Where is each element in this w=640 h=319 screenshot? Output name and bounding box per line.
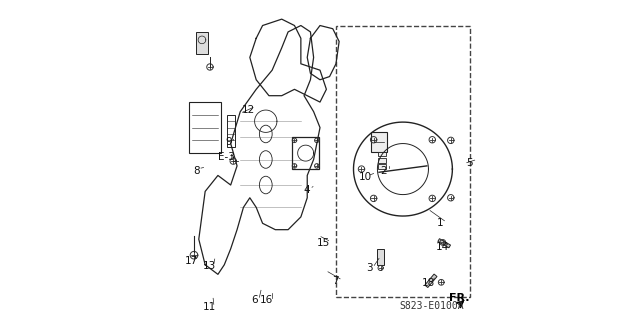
Text: 5: 5 bbox=[467, 158, 473, 168]
Text: 12: 12 bbox=[242, 105, 255, 115]
Text: 14: 14 bbox=[436, 242, 449, 252]
Bar bbox=[371, 132, 387, 152]
Text: 3: 3 bbox=[366, 263, 372, 273]
Text: S823-E0100A: S823-E0100A bbox=[400, 301, 465, 311]
Text: 2: 2 bbox=[381, 166, 387, 176]
Text: 7: 7 bbox=[332, 276, 339, 286]
Text: 9: 9 bbox=[225, 137, 232, 147]
Bar bbox=[378, 152, 387, 156]
Bar bbox=[189, 102, 221, 153]
Text: FR.: FR. bbox=[449, 293, 470, 303]
Text: 13: 13 bbox=[202, 261, 216, 271]
Bar bbox=[378, 249, 384, 265]
Bar bbox=[378, 164, 387, 169]
Text: 11: 11 bbox=[202, 302, 216, 312]
Bar bbox=[227, 115, 236, 147]
Text: 1: 1 bbox=[436, 218, 443, 228]
Text: 4: 4 bbox=[304, 185, 310, 195]
Text: 17: 17 bbox=[185, 256, 198, 266]
Bar bbox=[336, 26, 470, 297]
Text: E-3: E-3 bbox=[218, 152, 236, 162]
Bar bbox=[378, 158, 387, 163]
Text: 10: 10 bbox=[359, 172, 372, 182]
Text: 8: 8 bbox=[193, 166, 200, 176]
Bar bbox=[196, 32, 209, 54]
Text: 6: 6 bbox=[252, 295, 258, 305]
Bar bbox=[438, 239, 451, 248]
Text: 15: 15 bbox=[317, 238, 330, 248]
Bar bbox=[292, 137, 319, 169]
Text: 16: 16 bbox=[260, 295, 273, 306]
Bar bbox=[425, 274, 437, 287]
Text: 18: 18 bbox=[422, 278, 435, 288]
